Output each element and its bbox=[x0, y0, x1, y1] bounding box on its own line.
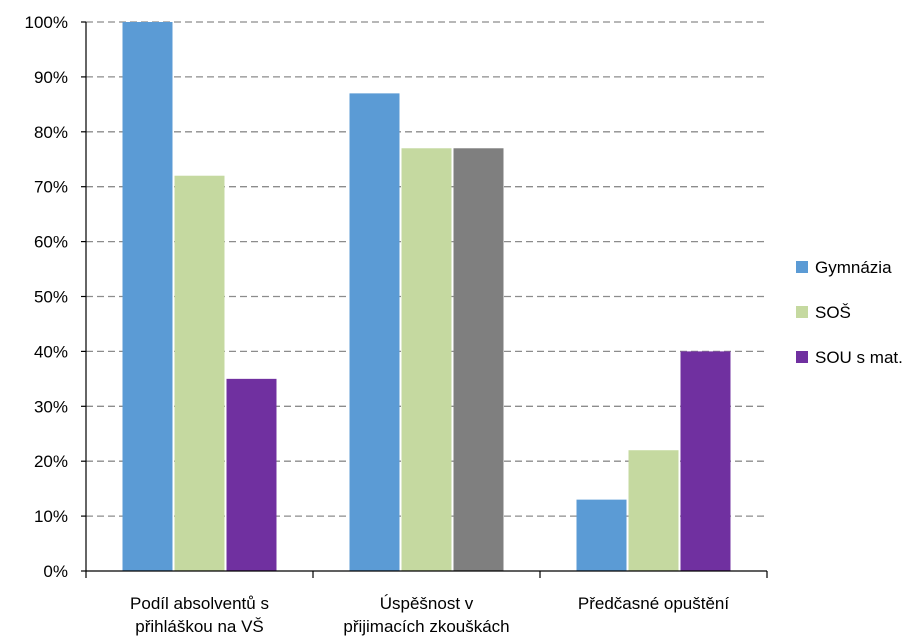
y-tick-label: 70% bbox=[34, 178, 68, 197]
legend-label: SOU s mat. bbox=[815, 348, 903, 367]
legend-swatch bbox=[796, 261, 808, 273]
bar-gymn-zia bbox=[349, 93, 400, 572]
y-tick-label: 60% bbox=[34, 233, 68, 252]
bar-sou-s-mat- bbox=[453, 148, 504, 571]
y-tick-label: 10% bbox=[34, 507, 68, 526]
category-label: Úspěšnost v přijimacích zkouškách bbox=[343, 594, 509, 636]
category-labels: Podíl absolventů s přihláškou na VŠ Úspěšn… bbox=[130, 594, 729, 636]
legend-label: SOŠ bbox=[815, 303, 851, 322]
axes bbox=[81, 21, 768, 578]
bar-so- bbox=[628, 450, 679, 571]
y-tick-label: 100% bbox=[25, 13, 68, 32]
legend-label: Gymnázia bbox=[815, 258, 892, 277]
category-label: Podíl absolventů s přihláškou na VŠ bbox=[130, 594, 269, 636]
bar-sou-s-mat- bbox=[680, 351, 731, 571]
bar-sou-s-mat- bbox=[226, 378, 277, 571]
bar-so- bbox=[401, 148, 452, 571]
bar-gymn-zia bbox=[122, 22, 173, 571]
y-tick-label: 90% bbox=[34, 68, 68, 87]
bar-so- bbox=[174, 175, 225, 571]
y-tick-labels: 0% 10% 20% 30% 40% 50% 60% 70% 80% 90% 100% bbox=[25, 13, 68, 581]
bars bbox=[122, 22, 731, 572]
y-tick-label: 50% bbox=[34, 288, 68, 307]
y-tick-label: 30% bbox=[34, 397, 68, 416]
y-tick-label: 40% bbox=[34, 342, 68, 361]
legend: Gymnázia SOŠ SOU s mat. bbox=[796, 258, 903, 367]
y-tick-label: 0% bbox=[43, 562, 68, 581]
y-tick-label: 20% bbox=[34, 452, 68, 471]
y-tick-label: 80% bbox=[34, 123, 68, 142]
legend-swatch bbox=[796, 351, 808, 363]
legend-swatch bbox=[796, 306, 808, 318]
bar-gymn-zia bbox=[576, 499, 627, 571]
category-label: Předčasné opuštění bbox=[578, 594, 729, 613]
